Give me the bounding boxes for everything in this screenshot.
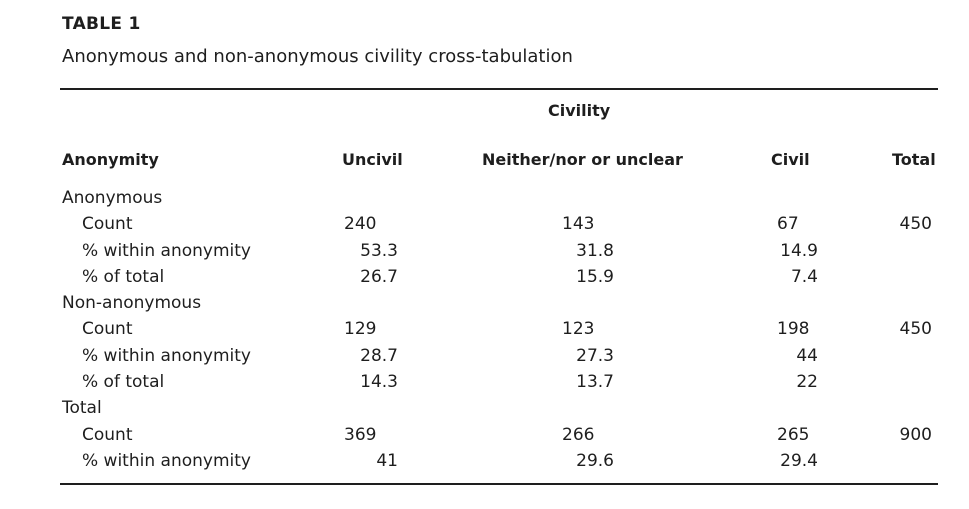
table-row: % within anonymity 41 29.6 29.4 xyxy=(0,449,969,475)
table-row: % of total 26.7 15.9 7.4 xyxy=(0,265,969,291)
cell-neither: 13.7 xyxy=(576,372,614,393)
table-row: Count 240 143 67 450 xyxy=(0,212,969,238)
cell-civil: 44 xyxy=(796,345,818,366)
cell-civil: 14.9 xyxy=(780,240,818,261)
table-caption: Anonymous and non-anonymous civility cro… xyxy=(62,46,573,67)
header-total: Total xyxy=(892,150,936,169)
table-row: Count 129 123 198 450 xyxy=(0,317,969,343)
table-row: % of total 14.3 13.7 22 xyxy=(0,370,969,396)
cell-civil: 198 xyxy=(777,319,810,340)
table-group-row: Non-anonymous xyxy=(0,291,969,317)
group-label: Anonymous xyxy=(62,188,163,208)
header-neither: Neither/nor or unclear xyxy=(482,150,683,169)
cell-civil: 29.4 xyxy=(780,450,818,471)
row-label: Count xyxy=(82,424,133,445)
cell-uncivil: 41 xyxy=(376,450,398,471)
table-row: Count 369 266 265 900 xyxy=(0,423,969,449)
bottom-rule xyxy=(60,483,938,485)
cell-total: 450 xyxy=(899,214,932,235)
table-label: TABLE 1 xyxy=(62,14,141,34)
cell-uncivil: 240 xyxy=(344,214,377,235)
row-label: % of total xyxy=(82,266,165,287)
table-row: % within anonymity 53.3 31.8 14.9 xyxy=(0,239,969,265)
cell-civil: 7.4 xyxy=(790,266,818,287)
cell-neither: 123 xyxy=(562,319,595,340)
cell-neither: 31.8 xyxy=(576,240,614,261)
cell-uncivil: 129 xyxy=(344,319,377,340)
row-label: % within anonymity xyxy=(82,450,251,471)
table-body: Anonymous Count 240 143 67 450 % within anonym… xyxy=(0,186,969,475)
row-label: % of total xyxy=(82,372,165,393)
top-rule xyxy=(60,88,938,90)
row-label: Count xyxy=(82,214,133,235)
cell-civil: 67 xyxy=(777,214,799,235)
row-label: % within anonymity xyxy=(82,240,251,261)
cell-uncivil: 53.3 xyxy=(360,240,398,261)
header-anonymity: Anonymity xyxy=(62,150,159,169)
row-label: Count xyxy=(82,319,133,340)
group-label: Total xyxy=(62,398,102,419)
cell-total: 900 xyxy=(899,424,932,445)
table-group-row: Total xyxy=(0,396,969,422)
header-uncivil: Uncivil xyxy=(342,150,403,169)
cell-neither: 15.9 xyxy=(576,266,614,287)
cell-neither: 29.6 xyxy=(576,450,614,471)
cell-uncivil: 369 xyxy=(344,424,377,445)
cell-neither: 143 xyxy=(562,214,595,235)
table-group-row: Anonymous xyxy=(0,186,969,212)
row-label: % within anonymity xyxy=(82,345,251,366)
cell-uncivil: 14.3 xyxy=(360,372,398,393)
cell-civil: 265 xyxy=(777,424,810,445)
cell-uncivil: 28.7 xyxy=(360,345,398,366)
cell-civil: 22 xyxy=(796,372,818,393)
civility-spanner-header: Civility xyxy=(548,101,611,120)
header-civil: Civil xyxy=(771,150,810,169)
table-row: % within anonymity 28.7 27.3 44 xyxy=(0,344,969,370)
cell-total: 450 xyxy=(899,319,932,340)
group-label: Non-anonymous xyxy=(62,293,202,314)
cell-neither: 27.3 xyxy=(576,345,614,366)
cell-neither: 266 xyxy=(562,424,595,445)
cell-uncivil: 26.7 xyxy=(360,266,398,287)
